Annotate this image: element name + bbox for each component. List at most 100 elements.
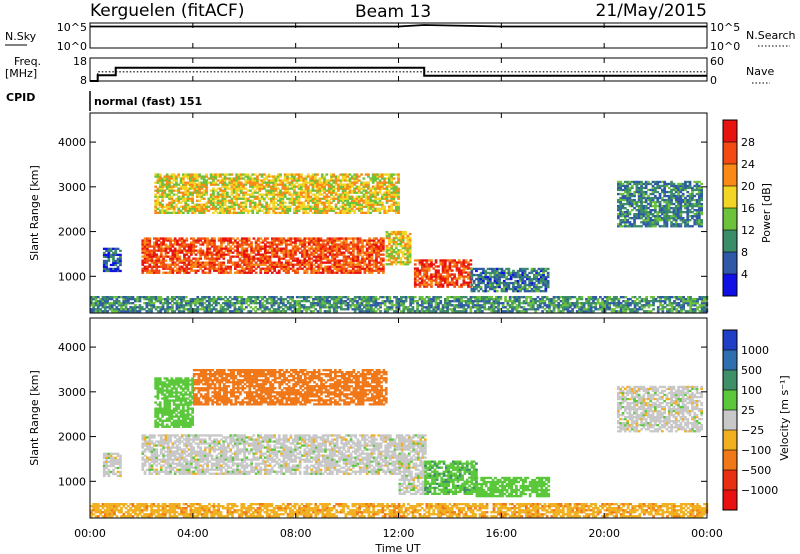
scatter-cell-region-0	[296, 249, 300, 252]
scatter-cell-region-0	[153, 249, 156, 252]
scatter-cell-region-0	[277, 259, 281, 262]
scatter-cell-region-5	[267, 211, 271, 215]
scatter-cell-region-7	[242, 308, 246, 311]
scatter-cell-region-5	[246, 211, 250, 215]
scatter-cell-region-5	[191, 191, 195, 194]
scatter-cell-region-0	[250, 241, 253, 244]
scatter-cell-region-6	[665, 213, 669, 216]
scatter-cell-region-5	[163, 179, 167, 182]
scatter-cell-region-3	[507, 267, 511, 271]
scatter-cell-region-6	[695, 186, 699, 190]
scatter-cell-region-5	[216, 201, 220, 204]
scatter-cell-region-0	[190, 253, 193, 256]
scatter-cell-region-5	[367, 187, 370, 190]
scatter-cell-region-0	[173, 257, 177, 260]
scatter-cell-region-7	[231, 304, 234, 307]
scatter-cell-region-1	[399, 239, 403, 242]
scatter-cell-region-7	[196, 310, 200, 313]
scatter-cell-region-6	[619, 225, 623, 228]
scatter-cell-region-0	[301, 243, 304, 246]
scatter-cell-region-1	[385, 253, 389, 256]
scatter-cell-region-0	[319, 243, 323, 246]
scatter-cell-region-5	[270, 175, 273, 178]
scatter-cell-region-5	[344, 187, 347, 190]
scatter-cell-region-6	[672, 202, 676, 206]
scatter-cell-region-5	[267, 205, 271, 208]
scatter-cell-region-1	[394, 236, 398, 240]
scatter-cell-region-0	[146, 237, 149, 240]
scatter-cell-region-7	[286, 308, 290, 311]
scatter-cell-region-6	[630, 198, 634, 202]
scatter-cell-region-7	[145, 306, 149, 309]
scatter-cell-region-6	[663, 182, 667, 186]
scatter-cell-region-7	[205, 304, 209, 307]
scatter-cell-region-7	[282, 298, 285, 301]
scatter-cell-region-3	[486, 281, 490, 285]
scatter-cell-region-0	[176, 269, 179, 272]
scatter-cell-region-6	[670, 221, 673, 224]
scatter-cell-region-0	[266, 261, 270, 264]
scatter-cell-region-5	[242, 201, 245, 204]
scatter-cell-region-1	[408, 232, 412, 236]
scatter-cell-region-0	[326, 259, 330, 262]
scatter-cell-region-5	[302, 211, 306, 215]
scatter-cell-region-7	[159, 296, 163, 299]
scatter-cell-region-5	[274, 207, 278, 210]
scatter-cell-region-3	[507, 277, 511, 281]
scatter-cell-region-5	[263, 187, 266, 190]
scatter-cell-region-2	[423, 285, 426, 288]
scatter-cell-region-5	[267, 209, 271, 212]
scatter-cell-region-5	[327, 187, 331, 190]
scatter-cell-region-5	[290, 185, 294, 188]
scatter-cell-region-5	[392, 201, 396, 204]
scatter-cell-region-0	[164, 249, 168, 252]
scatter-cell-region-5	[304, 185, 308, 188]
scatter-cell-region-7	[138, 298, 142, 301]
scatter-cell-region-5	[251, 205, 255, 208]
scatter-cell-region-5	[256, 181, 259, 184]
scatter-cell-region-0	[379, 269, 383, 272]
scatter-cell-region-5	[209, 203, 213, 206]
scatter-cell-region-5	[198, 209, 201, 212]
scatter-cell-region-5	[279, 211, 282, 215]
scatter-cell-region-5	[364, 191, 368, 194]
scatter-cell-region-6	[651, 221, 655, 224]
scatter-cell-region-6	[698, 207, 701, 210]
scatter-cell-region-7	[110, 304, 114, 307]
scatter-cell-region-5	[216, 191, 220, 194]
scatter-cell-region-5	[168, 181, 171, 184]
scatter-cell-region-7	[177, 302, 181, 305]
scatter-cell-region-1	[390, 230, 394, 234]
scatter-cell-region-5	[344, 177, 347, 180]
scatter-cell-region-2	[437, 271, 440, 274]
scatter-cell-region-5	[226, 195, 229, 198]
scatter-cell-region-5	[274, 205, 278, 208]
scatter-cell-region-1	[401, 247, 405, 250]
scatter-cell-region-0	[169, 257, 172, 260]
scatter-cell-region-0	[217, 249, 221, 252]
scatter-cell-region-6	[619, 215, 623, 218]
scatter-cell-region-5	[272, 175, 276, 178]
scatter-cell-region-2	[416, 271, 419, 274]
scatter-cell-region-0	[229, 249, 233, 252]
scatter-cell-region-7	[231, 310, 234, 313]
scatter-cell-region-1	[399, 245, 403, 248]
scatter-cell-region-5	[246, 177, 250, 180]
scatter-cell-region-6	[637, 207, 641, 210]
scatter-cell-region-6	[647, 221, 650, 224]
scatter-cell-region-5	[362, 201, 366, 204]
scatter-cell-region-5	[288, 183, 292, 186]
scatter-cell-region-5	[341, 209, 345, 212]
scatter-cell-region-5	[286, 185, 289, 188]
scatter-cell-region-1	[399, 249, 403, 252]
scatter-cell-region-7	[94, 310, 98, 313]
scatter-cell-region-0	[275, 237, 279, 240]
scatter-cell-region-5	[239, 189, 243, 192]
scatter-cell-region-0	[227, 241, 230, 244]
scatter-cell-region-1	[406, 253, 410, 256]
scatter-cell-region-5	[258, 197, 262, 200]
scatter-cell-region-5	[237, 179, 241, 182]
scatter-cell-region-6	[658, 225, 662, 228]
scatter-cell-region-5	[244, 201, 248, 204]
scatter-cell-region-5	[383, 193, 387, 196]
